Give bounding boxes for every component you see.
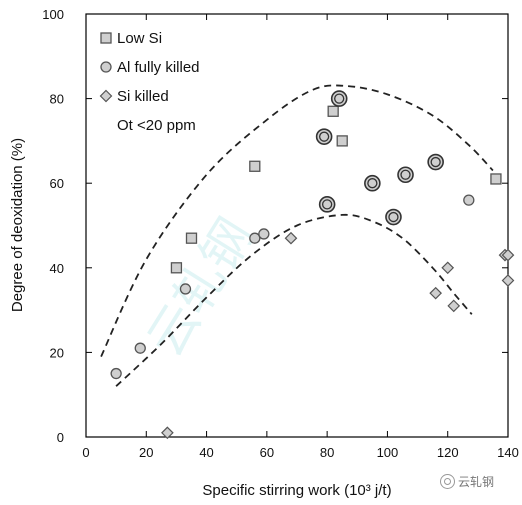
- watermark-text: 云轧钢: [136, 208, 265, 366]
- point-diamond: [441, 261, 455, 275]
- wechat-icon: [440, 474, 455, 489]
- y-tick-label: 40: [50, 261, 64, 276]
- point-diamond: [429, 286, 443, 300]
- y-tick-label: 60: [50, 176, 64, 191]
- point-square: [249, 160, 261, 172]
- point-circle: [385, 208, 402, 226]
- point-circle-inner-ring: [400, 169, 411, 180]
- x-tick-label: 40: [199, 445, 213, 460]
- point-diamond: [501, 274, 515, 287]
- data-points: [110, 90, 515, 440]
- y-tick-label: 80: [50, 92, 64, 107]
- legend-marker-circle: [100, 61, 112, 73]
- legend-note: Ot <20 ppm: [117, 117, 196, 134]
- x-tick-label: 120: [437, 445, 459, 460]
- point-diamond: [501, 248, 515, 262]
- brand-text: 云轧钢: [458, 475, 495, 489]
- point-circle-inner-ring: [388, 211, 399, 223]
- point-circle-inner-ring: [430, 156, 441, 168]
- point-square: [336, 135, 348, 147]
- x-tick-label: 140: [497, 445, 519, 460]
- x-tick-label: 20: [139, 445, 153, 460]
- point-diamond: [447, 299, 461, 313]
- point-circle-inner-ring: [318, 131, 330, 142]
- point-circle: [258, 228, 270, 240]
- x-tick-label: 0: [82, 445, 89, 460]
- point-circle: [318, 196, 336, 213]
- point-circle: [330, 90, 348, 107]
- point-circle-inner-ring: [334, 93, 345, 104]
- point-circle: [134, 342, 146, 354]
- point-square: [327, 105, 339, 117]
- legend-label: Si killed: [117, 88, 169, 105]
- point-circle: [427, 153, 444, 171]
- point-circle: [315, 128, 333, 145]
- y-tick-label: 100: [42, 7, 64, 22]
- y-axis-label: Degree of deoxidation (%): [9, 138, 26, 312]
- point-square: [490, 173, 502, 185]
- lower-envelope-curve: [115, 213, 473, 387]
- y-tick-label: 0: [57, 430, 64, 445]
- brand-credit: 云轧钢: [440, 473, 494, 490]
- point-diamond: [284, 231, 298, 245]
- x-tick-label: 60: [260, 445, 274, 460]
- watermark: 云轧钢: [136, 208, 265, 366]
- plot-frame: [85, 13, 509, 438]
- point-circle: [364, 174, 381, 192]
- legend: Low Si Al fully killed Si killed Ot <20 ppm: [99, 30, 200, 134]
- envelope-curves: [100, 84, 494, 387]
- point-circle: [249, 232, 261, 244]
- y-tick-label: 20: [50, 345, 64, 360]
- point-diamond: [161, 426, 174, 440]
- legend-marker-diamond: [99, 89, 113, 103]
- legend-marker-square: [100, 32, 112, 44]
- x-tick-label: 100: [377, 445, 399, 460]
- legend-label: Low Si: [117, 30, 162, 47]
- point-square: [185, 232, 198, 244]
- point-circle-inner-ring: [367, 178, 378, 189]
- point-square: [170, 262, 183, 274]
- x-tick-label: 80: [320, 445, 334, 460]
- point-circle: [179, 283, 192, 295]
- x-axis-label: Specific stirring work (10³ j/t): [202, 482, 391, 499]
- point-circle: [110, 367, 122, 380]
- axes: 0 20 40 60 80 100 120 140 0 20 40 60 80 100: [42, 7, 519, 460]
- point-circle: [397, 166, 414, 184]
- legend-label: Al fully killed: [117, 59, 200, 76]
- point-circle-inner-ring: [321, 199, 333, 210]
- point-circle: [463, 194, 475, 206]
